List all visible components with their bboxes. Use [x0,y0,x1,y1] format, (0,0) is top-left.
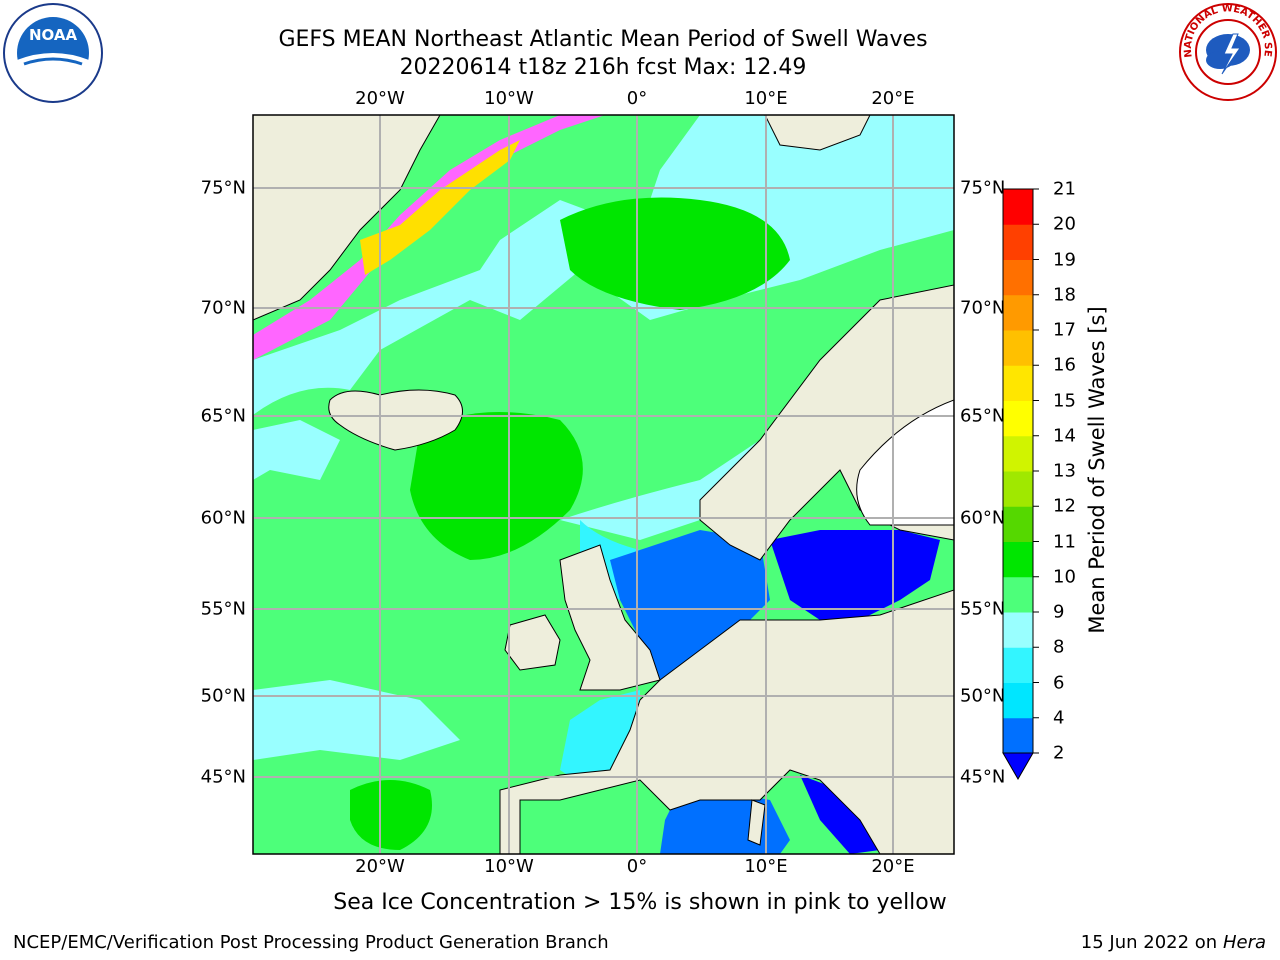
colorbar-band [1003,259,1033,296]
colorbar-tick-label: 19 [1053,249,1076,270]
lat-label-right: 75°N [960,177,1006,199]
colorbar-tick-label: 2 [1053,742,1065,764]
colorbar-band [1003,506,1033,542]
swell-band-cyan-south [253,680,460,760]
lat-label-left: 65°N [200,405,246,427]
colorbar-band [1003,224,1033,260]
map-frame [252,114,955,855]
land-great-britain [559,544,661,691]
lat-label-left: 45°N [200,766,246,788]
swell-band-cyan-west [253,420,340,480]
lat-label-left: 75°N [200,177,246,199]
colorbar-tick-label: 16 [1053,354,1076,376]
colorbar-band [1003,647,1033,683]
lat-label-right: 65°N [960,405,1006,427]
sea-ice-edge [253,115,605,360]
colorbar-tick-label: 6 [1053,672,1065,693]
footer-credit: NCEP/EMC/Verification Post Processing Pr… [13,932,609,953]
lon-label-top: 10°W [484,88,534,109]
colorbar-band [1003,612,1033,648]
colorbar-tick-label: 18 [1053,284,1076,306]
colorbar-tick-label: 15 [1053,390,1076,411]
colorbar-tick-label: 17 [1053,319,1076,341]
colorbar-band [1003,682,1033,719]
map-field [253,115,954,854]
colorbar-tick-label: 11 [1053,531,1076,552]
land-svalbard [764,115,871,151]
gridlines [253,115,954,854]
land-corsica-sardinia [747,799,766,846]
colorbar-band [1003,330,1033,366]
colorbar-band [1003,189,1033,225]
lat-label-left: 50°N [200,685,246,707]
colorbar-band [1003,400,1033,437]
land-ireland [504,614,561,671]
swell-band-green-south [350,780,432,850]
sea-ice-core [360,140,520,275]
footer-date: 15 Jun 2022 on Hera [1081,932,1266,953]
lon-label-top: 0° [626,88,648,109]
colorbar-tick-label: 14 [1053,425,1076,447]
swell-band-green-norwegian-sea [560,197,790,310]
lat-label-left: 70°N [200,297,246,319]
plot-title: GEFS MEAN Northeast Atlantic Mean Period… [278,27,928,52]
colorbar-tick-label: 9 [1053,601,1065,623]
footer-machine: Hera [1222,932,1266,953]
colorbar-tick-label: 10 [1053,566,1076,588]
colorbar-label: Mean Period of Swell Waves [s] [1085,306,1109,634]
colorbar-tick-label: 4 [1053,707,1065,729]
colorbar-tick-label: 20 [1053,213,1076,235]
lon-label-top: 20°E [871,88,915,109]
colorbar-band [1003,435,1033,472]
noaa-logo: NOAA [3,3,103,103]
land-europe [499,589,954,854]
colorbar-band [1003,541,1033,578]
nws-logo: NATIONAL WEATHER SERVICE [1178,2,1277,101]
swell-band-green-atlantic [410,412,583,560]
colorbar-band [1003,365,1033,401]
colorbar-extend-arrow [1002,752,1034,781]
lon-label-top: 10°E [744,88,788,109]
lon-label-bottom: 20°E [871,856,915,877]
footer-date-text: 15 Jun 2022 on [1080,932,1218,953]
lon-label-bottom: 20°W [355,856,405,877]
colorbar-tick-label: 21 [1053,178,1076,200]
lat-label-right: 55°N [960,598,1006,620]
colorbar-tick-label: 12 [1053,495,1076,517]
lon-label-bottom: 0° [626,856,648,877]
lat-label-right: 45°N [960,766,1006,788]
sea-ice-note: Sea Ice Concentration > 15% is shown in … [0,890,1280,915]
swell-band-blue-adriatic [800,775,880,854]
colorbar-tick-label: 8 [1053,636,1065,658]
swell-band-blue-baltic [770,530,940,620]
lat-label-right: 60°N [960,507,1006,529]
lon-label-bottom: 10°E [744,856,788,877]
colorbar-band [1003,471,1033,507]
plot-subtitle: 20220614 t18z 216h fcst Max: 12.49 [399,55,807,80]
colorbar-tick-label: 13 [1053,460,1076,482]
lat-label-left: 55°N [200,598,246,620]
sea-ice-note-text: Sea Ice Concentration > 15% is shown in … [333,890,947,915]
lat-label-right: 70°N [960,297,1006,319]
lon-label-bottom: 10°W [484,856,534,877]
swell-band-blue-northsea [610,530,770,680]
colorbar-band [1003,294,1033,331]
noaa-logo-text: NOAA [29,26,78,44]
colorbar [1002,188,1039,781]
colorbar-band [1003,576,1033,613]
land-greenland [253,115,441,321]
lat-label-right: 50°N [960,685,1006,707]
lon-label-top: 20°W [355,88,405,109]
colorbar-band [1003,717,1033,754]
lat-label-left: 60°N [200,507,246,529]
